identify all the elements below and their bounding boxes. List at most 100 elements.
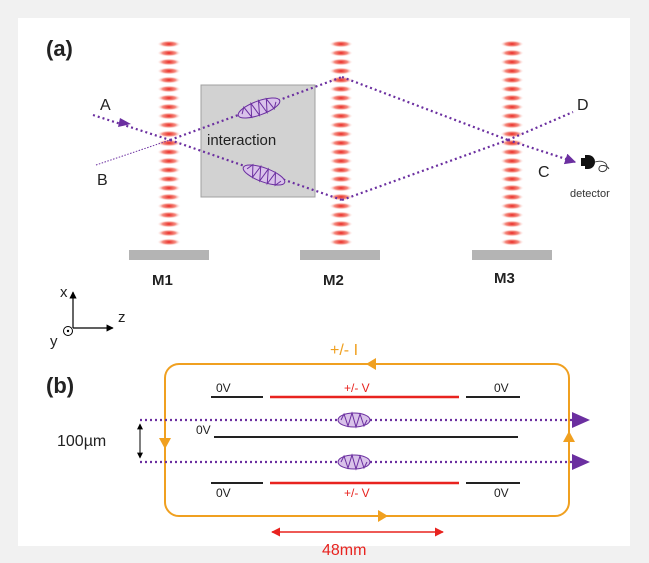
standing-wave-lobe xyxy=(157,148,181,156)
port-d-label: D xyxy=(577,97,589,114)
standing-wave-lobe xyxy=(500,67,524,75)
y-axis-out-icon xyxy=(63,326,73,336)
voltage-bottom-left: 0V xyxy=(216,486,231,500)
standing-wave-lobe xyxy=(500,40,524,48)
standing-wave-lobe xyxy=(500,238,524,246)
standing-wave-lobe xyxy=(157,175,181,183)
current-arrow-right xyxy=(563,431,575,442)
standing-wave-lobe xyxy=(500,94,524,102)
standing-wave-lobe xyxy=(500,229,524,237)
panel-b-label: (b) xyxy=(46,373,74,398)
standing-wave-lobe xyxy=(500,85,524,93)
standing-wave-lobe xyxy=(329,103,353,111)
standing-wave-lobe xyxy=(157,85,181,93)
wavepacket-lower xyxy=(242,163,286,187)
standing-wave-lobe xyxy=(500,130,524,138)
mirror-m2-label: M2 xyxy=(323,272,344,289)
beam-a-input xyxy=(92,113,171,142)
standing-wave-lobe xyxy=(500,193,524,201)
standing-wave-lobe xyxy=(329,184,353,192)
standing-wave-lobe xyxy=(157,211,181,219)
standing-wave-m2 xyxy=(329,40,353,246)
standing-wave-lobe xyxy=(157,76,181,84)
standing-wave-lobe xyxy=(500,103,524,111)
standing-wave-lobe xyxy=(329,202,353,210)
beam-b-input xyxy=(95,139,171,166)
standing-wave-lobe xyxy=(329,121,353,129)
voltage-bottom-right: 0V xyxy=(494,486,509,500)
wavepacket-guided-lower xyxy=(337,453,371,471)
current-arrow-top xyxy=(366,358,376,370)
voltage-middle: 0V xyxy=(196,423,211,437)
standing-wave-lobe xyxy=(500,49,524,57)
standing-wave-lobe xyxy=(500,112,524,120)
beam-c-output xyxy=(507,138,577,165)
standing-wave-lobe xyxy=(157,193,181,201)
detector-icon xyxy=(581,155,610,173)
spacing-label: 100µm xyxy=(57,433,106,450)
standing-wave-lobe xyxy=(500,58,524,66)
standing-wave-lobe xyxy=(500,202,524,210)
standing-wave-lobe xyxy=(500,121,524,129)
standing-wave-lobe xyxy=(329,40,353,48)
standing-wave-lobe xyxy=(329,67,353,75)
standing-wave-lobe xyxy=(500,175,524,183)
figure-panel xyxy=(18,18,630,546)
standing-wave-lobe xyxy=(157,49,181,57)
standing-wave-lobe xyxy=(157,184,181,192)
coordinate-axes xyxy=(63,291,114,336)
standing-wave-m3 xyxy=(500,40,524,246)
beam-lower-arm-2 xyxy=(341,138,509,202)
voltage-top-left: 0V xyxy=(216,381,231,395)
standing-wave-lobe xyxy=(157,103,181,111)
port-c-label: C xyxy=(538,164,550,181)
standing-wave-lobe xyxy=(329,139,353,147)
mirror-m2 xyxy=(300,250,380,260)
current-arrow-bottom xyxy=(378,510,388,522)
standing-wave-lobe xyxy=(157,220,181,228)
standing-wave-lobe xyxy=(329,175,353,183)
panel-a-label: (a) xyxy=(46,36,73,61)
guided-beam-upper-arrow xyxy=(572,412,590,428)
standing-wave-lobe xyxy=(329,220,353,228)
current-arrow-left xyxy=(159,438,171,449)
standing-wave-lobe xyxy=(157,112,181,120)
standing-wave-lobe xyxy=(500,220,524,228)
standing-wave-lobe xyxy=(329,76,353,84)
voltage-top-right: 0V xyxy=(494,381,509,395)
standing-wave-lobe xyxy=(500,76,524,84)
standing-wave-lobe xyxy=(157,202,181,210)
standing-wave-lobe xyxy=(157,121,181,129)
standing-wave-lobe xyxy=(500,157,524,165)
guided-beam-lower-arrow xyxy=(572,454,590,470)
standing-wave-lobe xyxy=(157,157,181,165)
current-label: +/- I xyxy=(330,342,358,359)
standing-wave-lobe xyxy=(329,58,353,66)
standing-wave-lobe xyxy=(329,94,353,102)
mirror-m1-label: M1 xyxy=(152,272,173,289)
beam-d-output xyxy=(507,110,574,142)
standing-wave-lobe xyxy=(157,238,181,246)
voltage-top-center: +/- V xyxy=(344,381,370,395)
standing-wave-lobe xyxy=(157,67,181,75)
port-b-label: B xyxy=(97,172,108,189)
standing-wave-lobe xyxy=(329,157,353,165)
standing-wave-lobe xyxy=(500,184,524,192)
axis-x-label: x xyxy=(60,284,68,301)
wavepacket-guided-upper xyxy=(337,411,371,429)
beam-a-arrow xyxy=(118,118,131,127)
standing-wave-m1 xyxy=(157,40,181,246)
standing-wave-lobe xyxy=(329,229,353,237)
standing-wave-lobe xyxy=(157,166,181,174)
standing-wave-lobe xyxy=(157,58,181,66)
standing-wave-lobe xyxy=(329,211,353,219)
voltage-bottom-center: +/- V xyxy=(344,486,370,500)
axis-z-label: z xyxy=(118,309,126,326)
standing-wave-lobe xyxy=(157,130,181,138)
standing-wave-lobe xyxy=(329,85,353,93)
length-label: 48mm xyxy=(322,542,366,559)
wavepacket-upper xyxy=(237,97,281,119)
standing-wave-lobe xyxy=(329,166,353,174)
standing-wave-lobe xyxy=(157,94,181,102)
